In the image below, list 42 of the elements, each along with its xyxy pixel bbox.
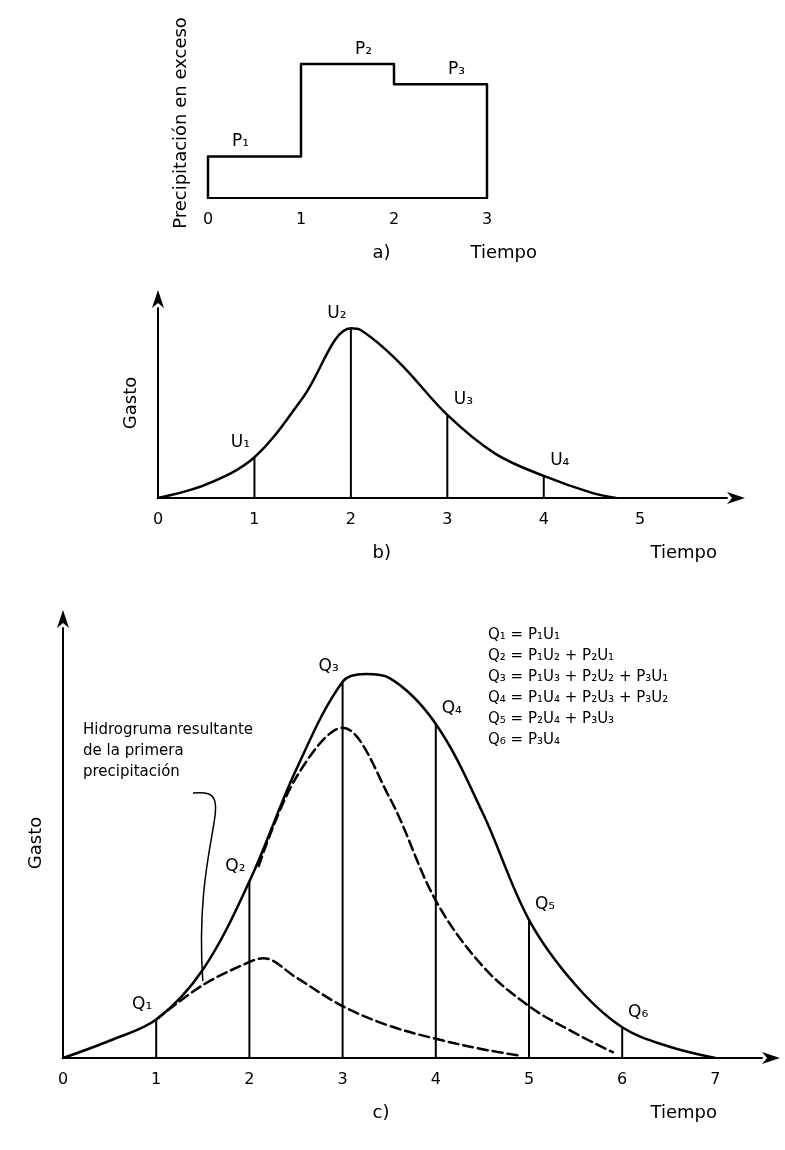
annotation: Q₁ — [132, 993, 153, 1014]
y-axis-title: Gasto — [118, 376, 140, 430]
annotation: U₄ — [550, 449, 570, 470]
x-tick-label: 1 — [249, 508, 260, 528]
y-axis-title: Precipitación en exceso — [168, 17, 190, 229]
x-tick-label: 0 — [202, 208, 214, 228]
x-tick-label: 6 — [617, 1068, 628, 1088]
x-tick-label: 4 — [538, 508, 549, 528]
x-tick-label: 2 — [244, 1068, 255, 1088]
annotation: P₂ — [354, 37, 373, 58]
x-tick-label: 0 — [57, 1068, 69, 1088]
y-axis-title: Gasto — [23, 816, 45, 870]
annotation: Q₂ — [225, 854, 246, 875]
x-axis-title: Tiempo — [649, 1100, 718, 1122]
text: c) — [372, 1100, 390, 1122]
x-axis-title: Tiempo — [469, 240, 538, 262]
x-tick-label: 2 — [388, 208, 400, 228]
annotation: P₁ — [231, 129, 250, 150]
x-tick-label: 0 — [152, 508, 164, 528]
x-tick-label: 3 — [481, 208, 493, 228]
x-tick-label: 3 — [337, 1068, 348, 1088]
annotation: Q₁ = P₁U₁ Q₂ = P₁U₂ + P₂U₁ Q₃ = P₁U₃ + P₂U₂ + P₃U₁ Q₄ = P₁U₄ + P₂U₃ + P₃U₂ Q₅ = P₂U₄ + P₃U₃ Q₆ = P₃U₄ — [488, 624, 669, 748]
x-tick-label: 4 — [430, 1068, 441, 1088]
annotation: Q₅ — [534, 893, 556, 914]
annotation: Q₄ — [441, 697, 463, 718]
annotation: Q₃ — [318, 655, 339, 676]
x-tick-label: 2 — [345, 508, 356, 528]
x-tick-label: 1 — [151, 1068, 162, 1088]
annotation: Q₆ — [628, 1000, 649, 1021]
text: b) — [372, 540, 391, 562]
annotation: U₁ — [230, 430, 251, 451]
x-axis-title: Tiempo — [649, 540, 718, 562]
annotation: U₃ — [453, 388, 473, 409]
annotation: P₃ — [447, 57, 466, 78]
x-tick-label: 5 — [635, 508, 646, 528]
text: a) — [372, 240, 391, 262]
x-tick-label: 1 — [295, 208, 307, 228]
x-tick-label: 3 — [442, 508, 453, 528]
annotation: U₂ — [327, 301, 347, 322]
x-tick-label: 5 — [523, 1068, 535, 1088]
annotation: Hidrogruma resultante de la primera precipitación — [83, 719, 258, 780]
x-tick-label: 7 — [710, 1068, 721, 1088]
